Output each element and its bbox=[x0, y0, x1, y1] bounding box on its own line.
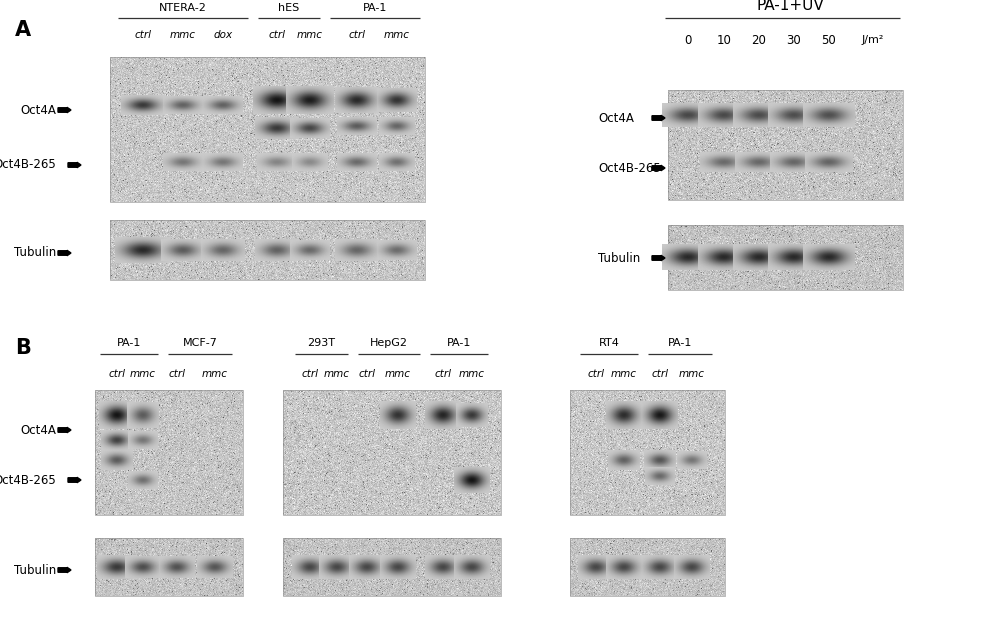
Text: ctrl: ctrl bbox=[268, 30, 286, 40]
Bar bbox=[283, 538, 501, 596]
Text: Oct4B-265: Oct4B-265 bbox=[0, 158, 56, 172]
Text: ctrl: ctrl bbox=[652, 369, 668, 379]
Text: NTERA-2: NTERA-2 bbox=[159, 3, 207, 13]
Text: mmc: mmc bbox=[679, 369, 705, 379]
Text: mmc: mmc bbox=[611, 369, 637, 379]
Bar bbox=[95, 390, 243, 515]
Text: Oct4B-265: Oct4B-265 bbox=[598, 162, 661, 175]
Text: J/m²: J/m² bbox=[862, 35, 884, 45]
Text: mmc: mmc bbox=[459, 369, 485, 379]
Text: RT4: RT4 bbox=[599, 338, 619, 348]
Text: ctrl: ctrl bbox=[358, 369, 376, 379]
FancyArrow shape bbox=[58, 250, 71, 256]
Text: Oct4A: Oct4A bbox=[20, 424, 56, 437]
FancyArrow shape bbox=[652, 165, 665, 171]
Text: Oct4B-265: Oct4B-265 bbox=[0, 474, 56, 487]
Text: hES: hES bbox=[278, 3, 300, 13]
Text: dox: dox bbox=[213, 30, 233, 40]
Text: PA-1: PA-1 bbox=[668, 338, 692, 348]
Text: mmc: mmc bbox=[297, 30, 323, 40]
Text: PA-1: PA-1 bbox=[363, 3, 387, 13]
Text: 0: 0 bbox=[684, 34, 692, 47]
Bar bbox=[668, 225, 903, 290]
Text: PA-1: PA-1 bbox=[447, 338, 471, 348]
Text: 30: 30 bbox=[787, 34, 801, 47]
Text: mmc: mmc bbox=[385, 369, 411, 379]
FancyArrow shape bbox=[58, 107, 71, 113]
Text: mmc: mmc bbox=[170, 30, 196, 40]
Bar bbox=[668, 90, 903, 200]
Text: mmc: mmc bbox=[202, 369, 228, 379]
FancyArrow shape bbox=[652, 255, 665, 261]
FancyArrow shape bbox=[58, 427, 71, 433]
Text: A: A bbox=[15, 20, 31, 40]
Text: Tubulin: Tubulin bbox=[14, 563, 56, 577]
Bar bbox=[570, 390, 725, 515]
Text: mmc: mmc bbox=[384, 30, 410, 40]
Text: MCF-7: MCF-7 bbox=[183, 338, 217, 348]
Text: 293T: 293T bbox=[308, 338, 336, 348]
FancyArrow shape bbox=[652, 115, 665, 121]
Text: ctrl: ctrl bbox=[302, 369, 318, 379]
Text: PA-1: PA-1 bbox=[117, 338, 141, 348]
Text: ctrl: ctrl bbox=[349, 30, 366, 40]
Text: ctrl: ctrl bbox=[134, 30, 152, 40]
Text: 50: 50 bbox=[822, 34, 836, 47]
FancyArrow shape bbox=[68, 477, 81, 483]
Text: Oct4A: Oct4A bbox=[20, 104, 56, 117]
Text: Tubulin: Tubulin bbox=[598, 251, 640, 265]
Bar bbox=[110, 220, 425, 280]
Text: B: B bbox=[15, 338, 31, 358]
FancyArrow shape bbox=[58, 567, 71, 573]
Bar bbox=[570, 538, 725, 596]
Text: 10: 10 bbox=[717, 34, 731, 47]
Text: mmc: mmc bbox=[324, 369, 350, 379]
FancyArrow shape bbox=[68, 162, 81, 168]
Text: HepG2: HepG2 bbox=[370, 338, 408, 348]
Bar bbox=[283, 390, 501, 515]
Text: ctrl: ctrl bbox=[434, 369, 452, 379]
Text: ctrl: ctrl bbox=[168, 369, 186, 379]
Text: Oct4A: Oct4A bbox=[598, 112, 634, 125]
Text: ctrl: ctrl bbox=[108, 369, 126, 379]
Text: ctrl: ctrl bbox=[588, 369, 604, 379]
Bar bbox=[95, 538, 243, 596]
Text: mmc: mmc bbox=[130, 369, 156, 379]
Text: PA-1+UV: PA-1+UV bbox=[756, 0, 824, 13]
Bar bbox=[110, 57, 425, 202]
Text: Tubulin: Tubulin bbox=[14, 246, 56, 260]
Text: 20: 20 bbox=[752, 34, 766, 47]
